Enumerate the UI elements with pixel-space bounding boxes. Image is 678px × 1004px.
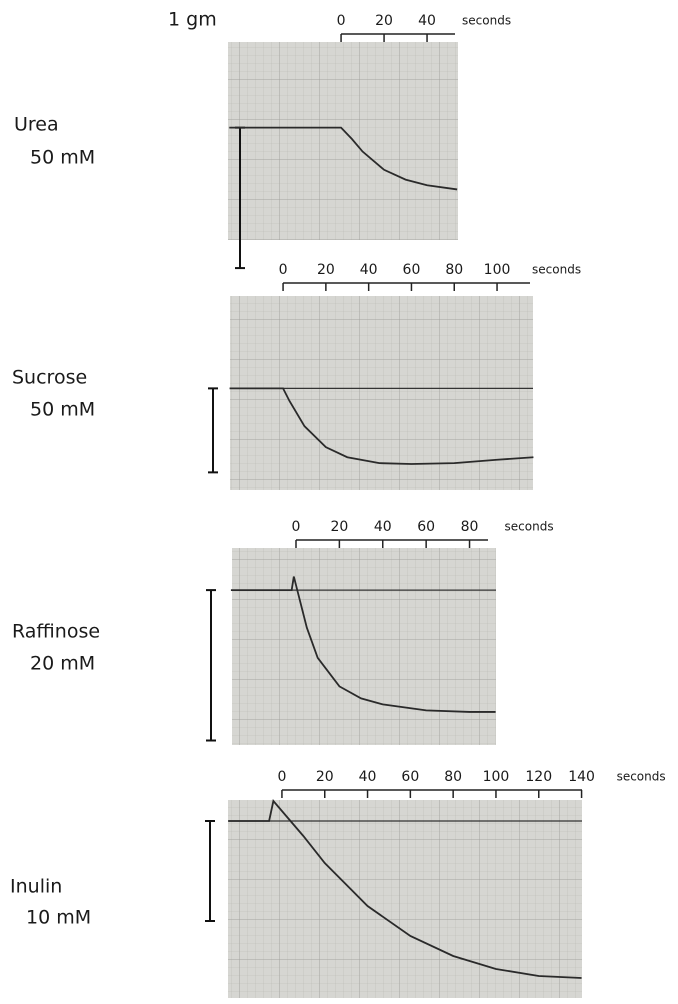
x-tick-label: 60: [403, 262, 421, 278]
x-tick-label: 100: [483, 769, 510, 785]
x-axis-label: seconds: [505, 520, 554, 534]
panel-subtitle: 10 mM: [26, 907, 91, 929]
x-tick-label: 100: [484, 262, 511, 278]
x-tick-label: 0: [337, 13, 346, 29]
x-tick-label: 120: [525, 769, 552, 785]
panel-title: Urea: [14, 114, 59, 136]
x-tick-label: 80: [444, 769, 462, 785]
x-tick-label: 20: [375, 13, 393, 29]
x-tick-label: 40: [418, 13, 436, 29]
x-axis-label: seconds: [617, 770, 666, 784]
x-tick-label: 60: [401, 769, 419, 785]
x-tick-label: 140: [568, 769, 595, 785]
panel-title: Sucrose: [12, 367, 87, 389]
figure: 0 20 40 seconds Urea 50 mM 1 gm 0 20 40 60 80 100 sec…: [0, 0, 678, 1004]
chart-grid: [228, 800, 582, 998]
scale-label: 1 gm: [168, 9, 217, 31]
panel-subtitle: 50 mM: [30, 399, 95, 421]
x-tick-label: 40: [360, 262, 378, 278]
x-tick-label: 80: [445, 262, 463, 278]
x-tick-label: 20: [330, 519, 348, 535]
chart-grid: [232, 548, 496, 745]
x-tick-label: 0: [279, 262, 288, 278]
x-tick-label: 20: [316, 769, 334, 785]
x-tick-label: 0: [292, 519, 301, 535]
x-tick-label: 40: [359, 769, 377, 785]
x-axis-label: seconds: [532, 263, 581, 277]
panel-title: Inulin: [10, 876, 62, 898]
x-tick-label: 80: [461, 519, 479, 535]
panel-title: Raffinose: [12, 621, 100, 643]
chart-grid: [228, 42, 458, 240]
x-tick-label: 60: [417, 519, 435, 535]
x-axis-label: seconds: [462, 14, 511, 28]
x-tick-label: 0: [277, 769, 286, 785]
panel-subtitle: 20 mM: [30, 653, 95, 675]
x-tick-label: 20: [317, 262, 335, 278]
x-tick-label: 40: [374, 519, 392, 535]
panel-subtitle: 50 mM: [30, 147, 95, 169]
